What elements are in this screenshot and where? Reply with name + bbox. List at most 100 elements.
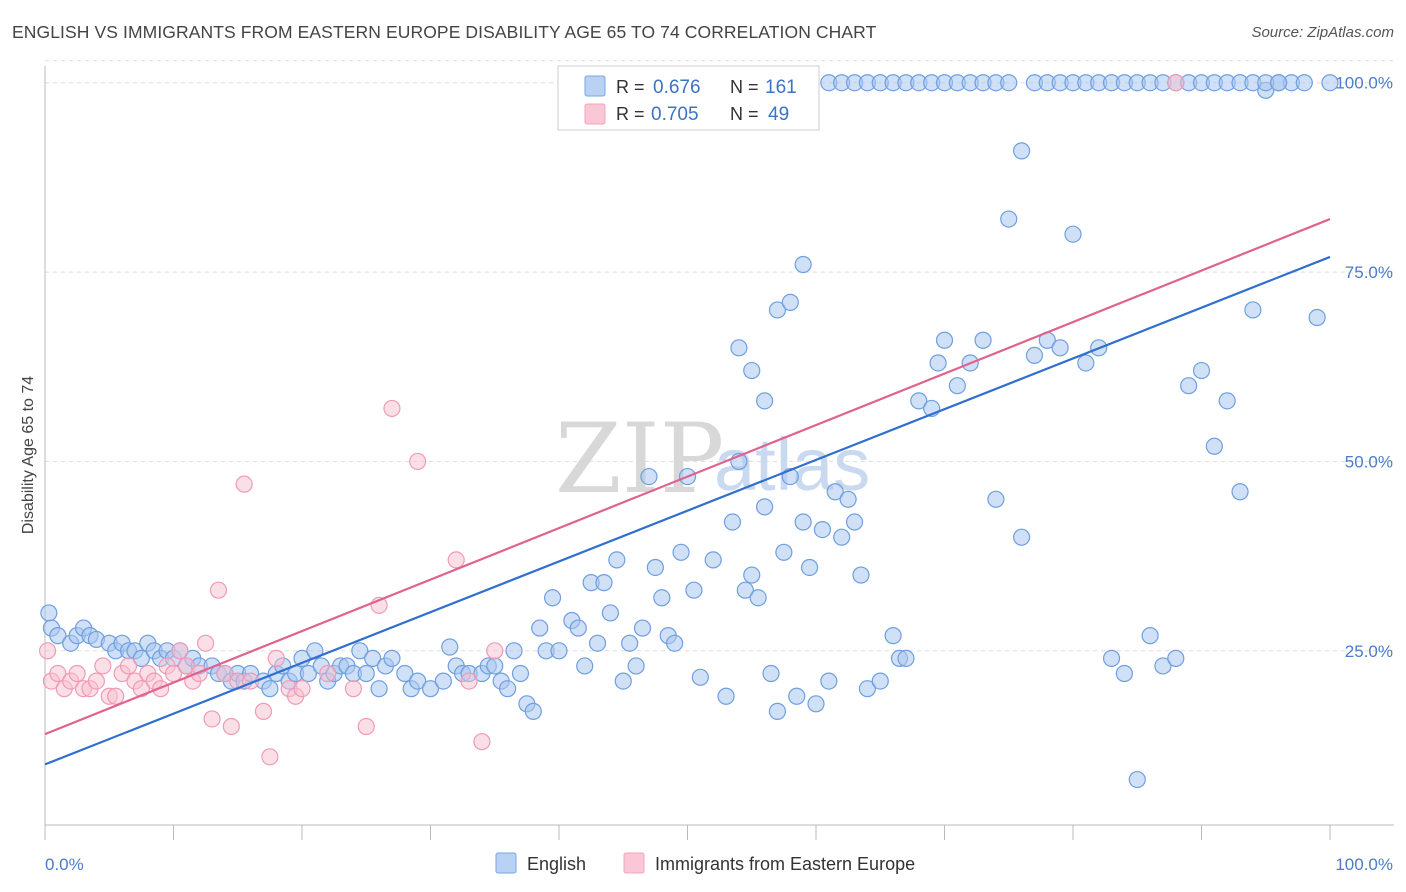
immigrants-point (94, 657, 112, 675)
english-point (884, 627, 902, 645)
english-point (1295, 74, 1313, 92)
english-point (730, 339, 748, 357)
english-point (1308, 308, 1326, 327)
english-point (736, 581, 754, 599)
immigrants-point (460, 672, 478, 690)
legend-english-n-label: N = (730, 77, 759, 97)
y-tick-label: 50.0% (1345, 452, 1393, 471)
english-point (833, 528, 851, 546)
immigrants-point (68, 664, 86, 683)
english-point (794, 513, 812, 531)
immigrants-point (319, 664, 337, 683)
english-point (813, 521, 832, 539)
english-point (1000, 210, 1018, 228)
english-point (723, 513, 742, 531)
legend-swatch-english (584, 75, 606, 97)
y-tick-labels: 25.0% 50.0% 75.0% 100.0% (1335, 74, 1393, 661)
y-tick-label: 25.0% (1345, 642, 1393, 661)
english-point (543, 589, 562, 607)
english-point (768, 301, 787, 319)
english-point (929, 354, 947, 372)
english-point (1244, 301, 1262, 319)
immigrants-point (222, 717, 240, 736)
english-point (987, 490, 1005, 508)
english-point (1180, 377, 1198, 395)
immigrants-trendline (44, 218, 1331, 736)
english-point (1167, 649, 1185, 667)
english-point (1102, 649, 1121, 667)
english-point (601, 604, 620, 622)
series-legend: English Immigrants from Eastern Europe (495, 852, 915, 874)
immigrants-point (1167, 74, 1185, 92)
english-point (820, 672, 838, 690)
english-point (672, 543, 690, 561)
english-point (845, 513, 864, 531)
english-point (351, 642, 369, 660)
immigrants-point (107, 687, 125, 705)
english-point (666, 634, 684, 652)
axes (44, 66, 1394, 840)
immigrants-point (473, 733, 491, 751)
immigrants-point (87, 672, 106, 690)
english-point (576, 657, 594, 675)
immigrants-point (203, 710, 221, 728)
english-point (1077, 354, 1095, 372)
english-point (621, 634, 639, 652)
legend-immigrants-n-value: 49 (768, 104, 789, 125)
bottom-legend-immigrants: Immigrants from Eastern Europe (655, 854, 915, 874)
english-point (357, 664, 375, 683)
immigrants-point (261, 748, 279, 766)
immigrants-points (38, 74, 1185, 766)
trendlines (44, 218, 1331, 766)
english-point (653, 589, 671, 607)
x-tick-label: 0.0% (45, 855, 84, 874)
legend-swatch-immigrants (584, 103, 606, 125)
english-point (588, 634, 607, 652)
immigrants-point (216, 664, 234, 683)
legend-english-n-value: 161 (765, 77, 797, 98)
english-point (743, 361, 761, 380)
immigrants-point (447, 551, 465, 569)
english-point (595, 574, 613, 592)
immigrants-point (486, 642, 504, 660)
stats-legend: R = 0.676 N = 161 R = 0.705 N = 49 (557, 65, 820, 131)
english-point (826, 483, 844, 501)
english-point (486, 657, 504, 675)
immigrants-point (267, 649, 285, 667)
immigrants-point (254, 702, 273, 720)
english-point (383, 649, 401, 667)
english-point (499, 680, 517, 698)
english-point (531, 619, 549, 637)
legend-english-r-label: R = (616, 77, 645, 97)
english-point (132, 649, 150, 667)
english-point (1012, 528, 1031, 546)
english-point (364, 649, 382, 667)
english-point (800, 558, 819, 577)
source-label: Source: ZipAtlas.com (1251, 24, 1394, 41)
english-point (396, 664, 414, 683)
english-point (1012, 142, 1031, 160)
immigrants-point (197, 634, 215, 652)
english-point (755, 498, 774, 516)
english-point (781, 293, 799, 311)
english-point (441, 638, 459, 656)
english-point (704, 551, 722, 569)
immigrants-point (383, 399, 401, 418)
english-point (910, 392, 928, 410)
chart-title: ENGLISH VS IMMIGRANTS FROM EASTERN EUROP… (12, 22, 877, 42)
english-point (511, 664, 530, 683)
immigrants-point (409, 452, 427, 471)
immigrants-point (119, 657, 138, 675)
immigrants-point (235, 475, 253, 493)
english-point (1269, 74, 1288, 92)
english-point (1000, 74, 1018, 92)
english-point (1218, 392, 1236, 410)
immigrants-point (357, 717, 375, 736)
english-point (743, 566, 761, 584)
english-point (858, 680, 877, 698)
english-point (1064, 225, 1082, 243)
english-point (608, 551, 626, 569)
immigrants-point (344, 680, 362, 698)
english-point (261, 680, 279, 698)
